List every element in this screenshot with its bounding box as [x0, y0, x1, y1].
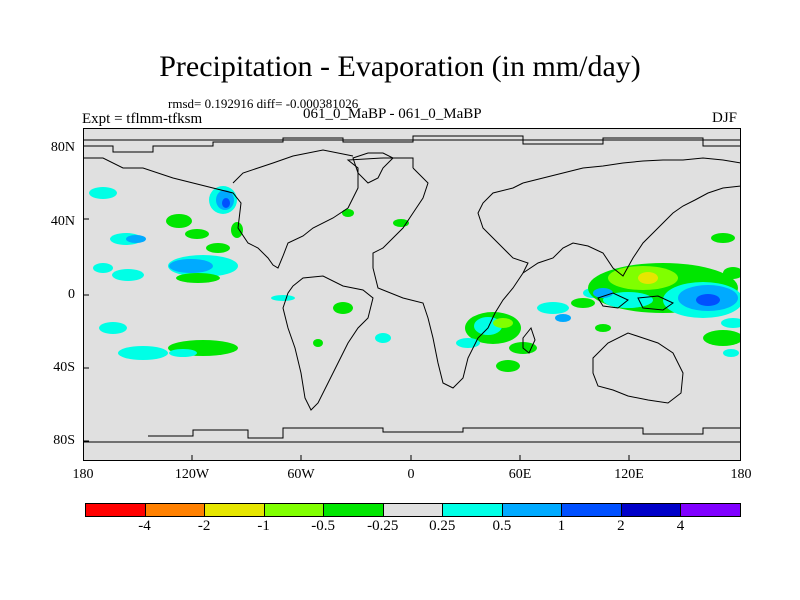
world-map-plot [83, 128, 741, 461]
colorbar-label: -2 [197, 518, 211, 534]
colorbar-swatch [263, 503, 325, 517]
colorbar-label: 1 [557, 518, 566, 534]
coastlines [83, 135, 741, 443]
colorbar-swatch [680, 503, 741, 517]
season-label: DJF [712, 110, 738, 126]
colorbar-swatch [204, 503, 265, 517]
colorbar-swatch [323, 503, 384, 517]
experiment-label: Expt = tflmm-tfksm [82, 111, 203, 127]
plot-title: Precipitation - Evaporation (in mm/day) [159, 50, 641, 83]
colorbar-swatch [85, 503, 146, 517]
y-tick-40s: 40S [53, 360, 75, 375]
y-tick-0: 0 [68, 287, 75, 302]
colorbar-label: 4 [676, 518, 685, 534]
colorbar-label: 0.25 [429, 518, 456, 534]
colorbar-swatch [144, 503, 206, 517]
case-comparison-label: 061_0_MaBP - 061_0_MaBP [303, 106, 482, 122]
colorbar-label: -0.25 [367, 518, 399, 534]
colorbar-label: -1 [257, 518, 270, 534]
x-tick-60w: 60W [287, 467, 315, 482]
x-tick-60e: 60E [508, 467, 532, 482]
colorbar-label: -4 [138, 518, 151, 534]
colorbar-label: 2 [617, 518, 625, 534]
y-tick-40n: 40N [50, 214, 75, 229]
x-tick-180e: 180 [730, 467, 752, 482]
y-tick-80n: 80N [50, 140, 75, 155]
colorbar-label: 0.5 [492, 518, 512, 534]
x-tick-180w: 180 [72, 467, 94, 482]
x-tick-0: 0 [407, 467, 415, 482]
y-tick-80s: 80S [53, 433, 75, 448]
colorbar-swatch [382, 503, 444, 517]
x-tick-120e: 120E [614, 467, 644, 482]
x-tick-120w: 120W [174, 467, 210, 482]
colorbar-swatch [561, 503, 622, 517]
axis-ticks [83, 145, 630, 461]
colorbar-swatch [501, 503, 563, 517]
rmsd-diff-stats: rmsd= 0.192916 diff= -0.000381026 [168, 96, 359, 111]
colorbar-label: -0.5 [311, 518, 336, 534]
anomaly-fields [89, 186, 741, 372]
colorbar-swatch [442, 503, 503, 517]
colorbar-swatch [620, 503, 682, 517]
